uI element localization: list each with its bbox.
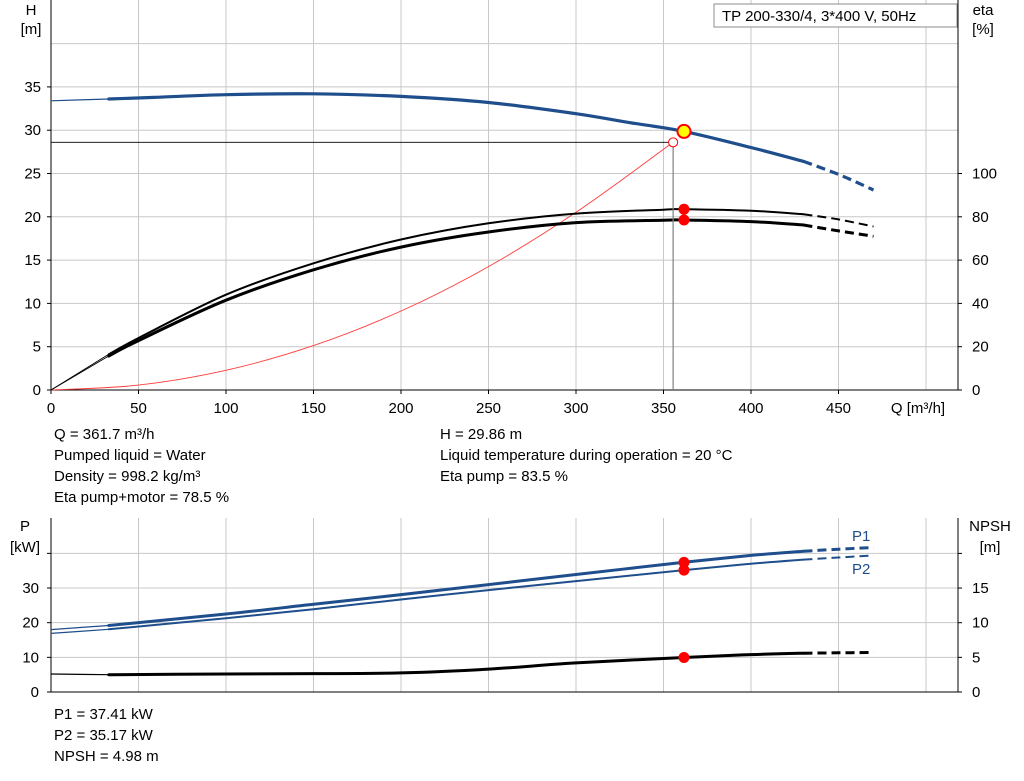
h-curve-extension: [802, 159, 875, 192]
info-head: H = 29.86 m: [440, 426, 523, 443]
eta_pump-curve: [107, 208, 805, 356]
right-y-tick-label: 5: [972, 649, 980, 666]
right-y-tick-label: 40: [972, 295, 989, 312]
duty-point-head-marker: [676, 123, 692, 139]
bottom-chart-series: [50, 546, 874, 677]
left-y-tick-label: 10: [22, 649, 39, 666]
x-tick-label: 150: [301, 400, 326, 417]
left-y-tick-label: 25: [24, 166, 41, 183]
p1-curve: [107, 549, 805, 627]
eta_pump-curve-extension: [803, 213, 874, 228]
top-right-axis-label-line1: eta: [973, 2, 995, 19]
duty-point-npsh-marker: [678, 651, 690, 663]
bottom-chart-frame: [50, 518, 959, 693]
bottom-left-axis-label-line2: [kW]: [10, 539, 40, 556]
right-y-tick-label: 0: [972, 684, 980, 701]
x-tick-label: 250: [476, 400, 501, 417]
duty-point-eta-pump-marker: [678, 203, 690, 215]
top-left-axis-label-line2: [m]: [21, 21, 42, 38]
h-curve: [107, 92, 806, 163]
left-y-tick-label: 15: [24, 252, 41, 269]
left-y-tick-label: 20: [22, 615, 39, 632]
info-p2: P2 = 35.17 kW: [54, 727, 153, 744]
right-y-tick-label: 20: [972, 339, 989, 356]
p1-series-label: P1: [852, 528, 870, 545]
eta-pump-origin-line: [50, 353, 109, 391]
right-y-tick-label: 10: [972, 615, 989, 632]
left-y-tick-label: 5: [33, 339, 41, 356]
right-y-tick-label: 60: [972, 252, 989, 269]
x-tick-label: 200: [388, 400, 413, 417]
system-curve: [50, 141, 674, 391]
left-y-tick-label: 0: [33, 382, 41, 399]
chart-title: TP 200-330/4, 3*400 V, 50Hz: [722, 8, 916, 25]
left-y-tick-label: 20: [24, 209, 41, 226]
left-y-tick-label: 30: [24, 122, 41, 139]
info-flow: Q = 361.7 m³/h: [54, 426, 155, 443]
x-tick-label: 450: [826, 400, 851, 417]
top-chart-ticks: 0 50 100 150 200 250 300 350 400 4500510152025303…: [24, 79, 997, 417]
right-y-tick-label: 100: [972, 166, 997, 183]
x-tick-label: 300: [563, 400, 588, 417]
x-tick-label: 100: [213, 400, 238, 417]
top-chart-frame: [50, 0, 959, 391]
bottom-right-axis-label-line1: NPSH: [969, 518, 1011, 535]
top-chart-series: [50, 92, 875, 391]
x-tick-label: 50: [130, 400, 147, 417]
npsh-curve-lead: [50, 673, 109, 676]
bottom-right-axis-label-line2: [m]: [980, 539, 1001, 556]
top-right-axis-label-line2: [%]: [972, 21, 994, 38]
bottom-left-axis-label-line1: P: [20, 518, 30, 535]
eta_total-curve: [107, 218, 805, 358]
right-y-tick-label: 80: [972, 209, 989, 226]
info-eta-pump: Eta pump = 83.5 %: [440, 468, 568, 485]
duty-point-eta-total-marker: [678, 214, 690, 226]
right-y-tick-label: 0: [972, 382, 980, 399]
bottom-chart-ticks: 0 10 20 30 0 5 10 15: [22, 552, 989, 701]
x-axis-label: Q [m³/h]: [891, 400, 945, 417]
top-chart-grid: [51, 0, 958, 390]
duty-point-p2-marker: [678, 564, 690, 576]
p2-series-label: P2: [852, 561, 870, 578]
info-density: Density = 998.2 kg/m³: [54, 468, 201, 485]
top-left-axis-label-line1: H: [26, 2, 37, 19]
p1-curve-extension: [803, 546, 874, 553]
system-point-marker: [668, 137, 679, 148]
p2-curve: [107, 558, 805, 631]
p2-curve-extension: [803, 554, 874, 561]
p2-curve-lead: [50, 628, 109, 634]
left-y-tick-label: 10: [24, 295, 41, 312]
h-curve-lead: [50, 98, 109, 102]
duty-point-p1-marker: [678, 556, 690, 568]
info-pumped-liquid: Pumped liquid = Water: [54, 447, 206, 464]
left-y-tick-label: 0: [31, 684, 39, 701]
duty-point-markers: [668, 123, 692, 663]
x-tick-label: 350: [651, 400, 676, 417]
right-y-tick-label: 15: [972, 580, 989, 597]
info-p1: P1 = 37.41 kW: [54, 706, 153, 723]
x-tick-label: 0: [47, 400, 55, 417]
left-y-tick-label: 35: [24, 79, 41, 96]
left-y-tick-label: 30: [22, 580, 39, 597]
info-eta-pump-motor: Eta pump+motor = 78.5 %: [54, 489, 230, 506]
npsh-curve: [107, 651, 805, 677]
chart-title-box: [713, 3, 958, 28]
info-liquid-temperature: Liquid temperature during operation = 20…: [440, 447, 733, 464]
p1-curve-lead: [50, 624, 109, 631]
eta_total-curve-extension: [803, 223, 874, 238]
bottom-chart-grid: [51, 518, 958, 692]
info-npsh: NPSH = 4.98 m: [54, 748, 159, 765]
x-tick-label: 400: [738, 400, 763, 417]
npsh-curve-extension: [803, 651, 874, 655]
